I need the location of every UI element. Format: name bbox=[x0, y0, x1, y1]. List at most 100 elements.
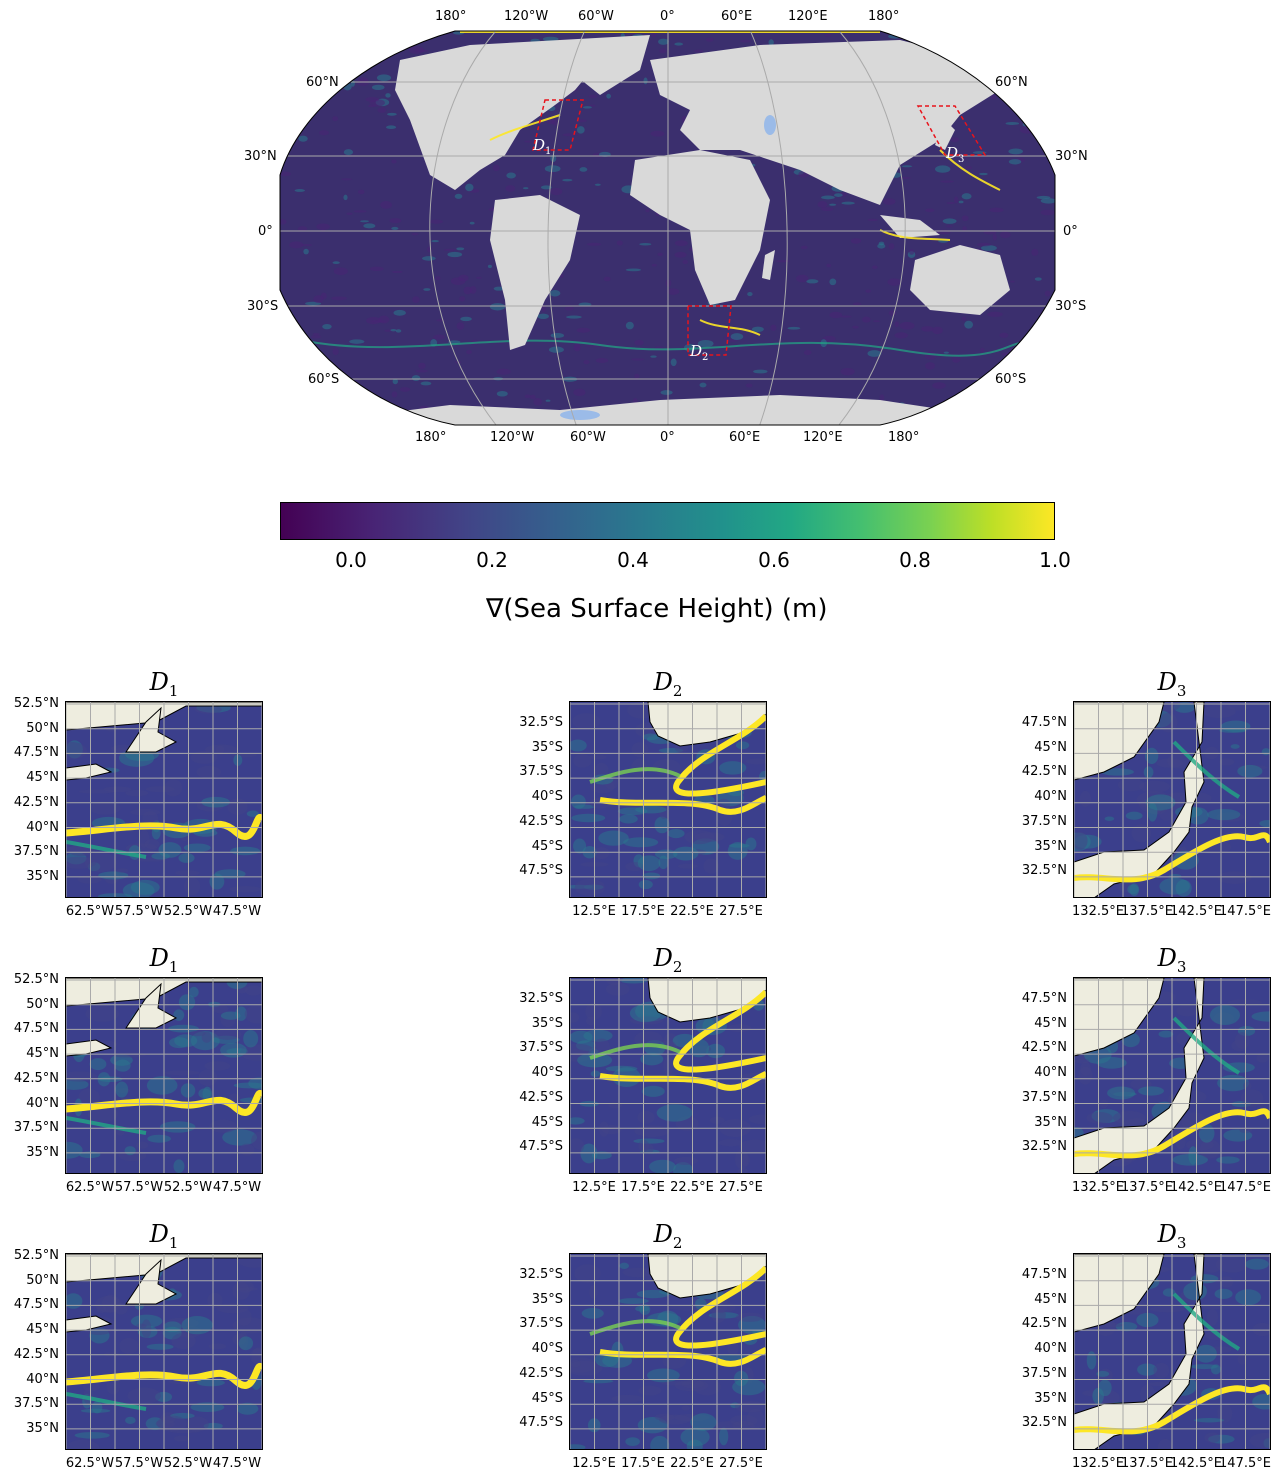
ocean-texture bbox=[943, 351, 949, 354]
ocean-texture bbox=[286, 327, 296, 331]
eddy-mark bbox=[570, 1012, 580, 1023]
panel-land bbox=[1074, 978, 1165, 1057]
panel-land bbox=[647, 1254, 766, 1299]
ocean-texture bbox=[983, 230, 997, 235]
ocean-texture bbox=[391, 226, 399, 230]
region-panel-canvas bbox=[1074, 702, 1270, 897]
eddy-mark bbox=[164, 779, 183, 797]
eddy-mark bbox=[189, 1030, 206, 1037]
panel-x-tick: 12.5°E bbox=[572, 1456, 616, 1471]
bottom-lon-label: 60°E bbox=[729, 430, 761, 445]
eddy-mark bbox=[246, 810, 260, 817]
eddy-mark bbox=[147, 1134, 171, 1143]
ocean-texture bbox=[460, 316, 472, 322]
ocean-texture bbox=[643, 77, 648, 85]
region-panel bbox=[65, 1253, 263, 1450]
region-panel-canvas bbox=[1074, 978, 1270, 1173]
eddy-mark bbox=[703, 858, 720, 874]
ocean-texture bbox=[358, 77, 369, 83]
panel-y-tick: 32.5°N bbox=[1021, 1415, 1067, 1431]
ocean-texture bbox=[431, 240, 439, 243]
ocean-texture bbox=[395, 329, 402, 333]
ocean-texture bbox=[817, 201, 828, 208]
eddy-mark bbox=[574, 878, 605, 896]
front-line bbox=[1074, 1384, 1270, 1435]
eddy-mark bbox=[125, 1416, 136, 1424]
bottom-lon-label: 180° bbox=[415, 430, 447, 445]
eddy-mark bbox=[673, 1162, 694, 1173]
ocean-texture bbox=[999, 332, 1009, 338]
graticule-meridian bbox=[547, 31, 586, 425]
ocean-texture bbox=[852, 302, 862, 306]
panel-title: D1 bbox=[149, 1220, 179, 1252]
eddy-mark bbox=[1240, 1089, 1264, 1107]
eddy-mark bbox=[1252, 1322, 1270, 1337]
panel-y-tick: 35°N bbox=[26, 868, 59, 884]
ocean-texture bbox=[301, 41, 318, 47]
eddy-mark bbox=[745, 837, 757, 851]
panel-y-tick: 32.5°S bbox=[519, 715, 563, 730]
ocean-texture bbox=[415, 369, 428, 373]
ocean-texture bbox=[699, 382, 707, 388]
ocean-texture bbox=[401, 31, 414, 32]
ocean-texture bbox=[280, 219, 287, 225]
ocean-texture bbox=[380, 200, 392, 209]
ocean-texture bbox=[341, 55, 348, 60]
eddy-mark bbox=[236, 1308, 252, 1326]
ocean-texture bbox=[894, 321, 900, 328]
front-line bbox=[673, 1265, 766, 1349]
eddy-mark bbox=[244, 1004, 262, 1024]
eddy-mark bbox=[629, 1004, 662, 1023]
ocean-texture bbox=[770, 324, 777, 331]
eddy-mark bbox=[686, 1439, 703, 1449]
ocean-texture bbox=[606, 93, 611, 99]
eddy-mark bbox=[580, 1143, 598, 1164]
ocean-texture bbox=[541, 304, 546, 313]
eddy-mark bbox=[66, 742, 88, 760]
ocean-texture bbox=[582, 106, 592, 109]
eddy-mark bbox=[175, 870, 200, 876]
panel-y-tick: 47.5°N bbox=[13, 1021, 59, 1037]
ocean-texture bbox=[829, 203, 837, 206]
eddy-mark bbox=[1147, 1381, 1172, 1387]
eddy-mark bbox=[135, 1141, 149, 1149]
ocean-texture bbox=[530, 394, 536, 400]
panel-y-tick: 47.5°S bbox=[519, 1139, 563, 1155]
ocean-texture bbox=[651, 263, 657, 267]
eddy-mark bbox=[1112, 1111, 1146, 1125]
ocean-texture bbox=[1051, 33, 1055, 38]
ocean-texture bbox=[366, 317, 381, 325]
ocean-texture bbox=[300, 243, 313, 247]
panel-x-tick: 27.5°E bbox=[719, 1456, 763, 1471]
panel-x-tick: 62.5°W bbox=[65, 1180, 115, 1195]
ocean-texture bbox=[418, 362, 426, 369]
ocean-texture bbox=[981, 245, 997, 251]
eddy-mark bbox=[1259, 819, 1270, 828]
ocean-texture bbox=[888, 243, 895, 250]
eddy-mark bbox=[608, 1101, 623, 1109]
front-highlight bbox=[489, 114, 561, 141]
ocean-texture bbox=[458, 274, 469, 282]
globe-outline bbox=[279, 30, 1056, 426]
ocean-texture bbox=[385, 93, 391, 98]
panel-y-tick: 50°N bbox=[26, 720, 59, 736]
eddy-mark bbox=[89, 1058, 107, 1071]
panel-title: D2 bbox=[653, 1220, 683, 1252]
eddy-mark bbox=[1086, 1351, 1097, 1370]
eddy-mark bbox=[1234, 1032, 1250, 1049]
eddy-mark bbox=[589, 754, 607, 760]
panel-x-tick: 57.5°W bbox=[114, 1456, 164, 1471]
ocean-texture bbox=[476, 276, 482, 279]
ocean-texture bbox=[1044, 290, 1051, 297]
ocean-texture bbox=[753, 369, 768, 374]
eddy-mark bbox=[617, 807, 648, 816]
ocean-texture bbox=[787, 326, 801, 330]
eddy-mark bbox=[1125, 811, 1143, 820]
eddy-mark bbox=[573, 754, 592, 768]
ocean-texture bbox=[562, 133, 578, 137]
front-line bbox=[1074, 1108, 1270, 1159]
eddy-mark bbox=[1153, 1362, 1170, 1379]
eddy-mark bbox=[1200, 1254, 1224, 1273]
panel-y-tick: 35°N bbox=[1034, 1390, 1067, 1406]
eddy-mark bbox=[243, 1029, 259, 1048]
